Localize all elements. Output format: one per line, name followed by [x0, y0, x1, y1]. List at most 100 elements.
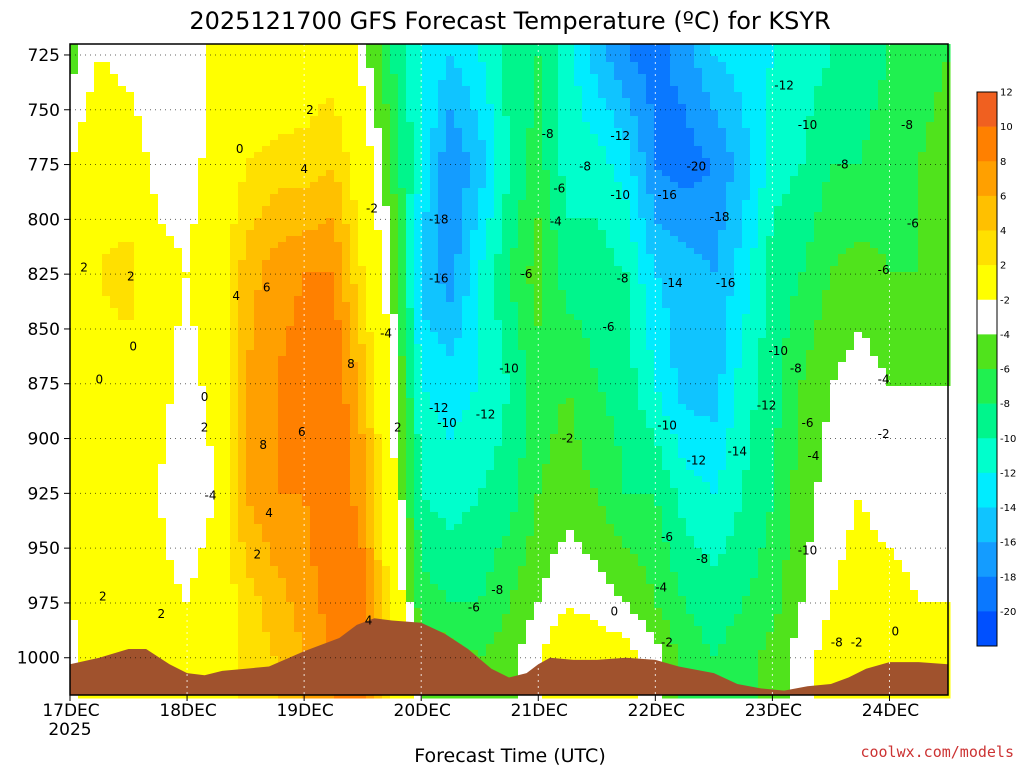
contour-label: -8	[617, 272, 629, 286]
contour-label: -4	[204, 489, 216, 503]
plot-frame	[69, 43, 949, 696]
contour-label: 0	[236, 142, 244, 156]
x-axis: 17DEC 18DEC 19DEC 20DEC 21DEC 22DEC 23DEC 24DEC…	[42, 695, 919, 740]
colorbar-label: 2	[1000, 261, 1006, 272]
y-tick-label: 925	[28, 484, 60, 504]
contour-label: 2	[80, 261, 88, 275]
contour-label: -10	[798, 118, 818, 132]
colorbar-swatch	[977, 472, 997, 508]
contour-label: -8	[790, 361, 802, 375]
colorbar-label: -20	[1000, 607, 1016, 618]
colorbar-swatch	[977, 576, 997, 612]
contour-label: -8	[837, 158, 849, 172]
x-year-label: 2025	[48, 720, 91, 740]
y-tick-label: 775	[28, 156, 60, 176]
contour-label: -8	[901, 118, 913, 132]
contour-label: -12	[687, 453, 707, 467]
x-tick-label: 21DEC	[511, 701, 568, 721]
colorbar-swatch	[977, 542, 997, 578]
contour-label: -12	[757, 399, 777, 413]
colorbar-frame	[976, 91, 998, 647]
contour-label: 0	[611, 605, 619, 619]
colorbar-swatch	[977, 438, 997, 474]
colorbar-label: -14	[1000, 503, 1016, 514]
colorbar-swatch	[977, 230, 997, 266]
colorbar-label: -6	[1000, 365, 1010, 376]
colorbar-swatch	[977, 334, 997, 370]
y-tick-label: 875	[28, 375, 60, 395]
y-tick-label: 800	[28, 210, 60, 230]
colorbar-swatch	[977, 369, 997, 404]
contour-label: -6	[802, 416, 814, 430]
temperature-field	[70, 44, 951, 699]
contour-label: -12	[610, 129, 630, 143]
colorbar-swatch	[977, 195, 997, 231]
colorbar-label: -10	[1000, 434, 1016, 445]
plot-area: 220002-42202446886424-2-42-18-16-12-10-1…	[69, 43, 951, 699]
contour-label: 4	[265, 506, 273, 520]
contour-label: -8	[696, 552, 708, 566]
terrain-surface	[70, 618, 948, 695]
contour-label: 2	[253, 548, 261, 562]
y-tick-label: 850	[28, 320, 60, 340]
contour-label: -16	[657, 188, 677, 202]
colorbar-swatch	[977, 403, 997, 439]
colorbar-swatch	[977, 507, 997, 543]
contour-label: -10	[610, 188, 630, 202]
contour-label: -10	[499, 361, 519, 375]
colorbar-label: -8	[1000, 399, 1010, 410]
colorbar-label: 12	[1000, 88, 1013, 99]
x-tick-label: 17DEC	[42, 701, 99, 721]
contour-label: 2	[201, 421, 209, 435]
colorbar-swatch	[977, 126, 997, 162]
contour-label: -8	[491, 583, 503, 597]
y-tick-label: 950	[28, 539, 60, 559]
y-tick-label: 900	[28, 430, 60, 450]
contour-label: 6	[263, 280, 271, 294]
contour-label: -10	[768, 344, 788, 358]
colorbar-swatch	[977, 161, 997, 197]
contour-label: 8	[259, 438, 267, 452]
contour-label: -6	[468, 600, 480, 614]
chart-title: 2025121700 GFS Forecast Temperature (ºC)…	[189, 7, 830, 35]
contour-label: -2	[878, 427, 890, 441]
x-tick-label: 24DEC	[862, 701, 919, 721]
contour-label: 2	[99, 589, 107, 603]
contour-label: 8	[347, 357, 355, 371]
colorbar-label: -4	[1000, 330, 1010, 341]
contour-label: -12	[476, 407, 496, 421]
y-tick-label: 825	[28, 265, 60, 285]
contour-label: -4	[380, 326, 392, 340]
contour-label: -6	[661, 530, 673, 544]
contour-label: -16	[716, 276, 736, 290]
y-tick-label: 1000	[17, 649, 60, 669]
x-tick-label: 20DEC	[394, 701, 451, 721]
colorbar-label: -16	[1000, 538, 1016, 549]
colorbar: -20 -18 -16 -14 -12 -10 -8 -6 -4 -2 2 4 6 8 10 12	[976, 88, 1016, 647]
contour-label: -16	[429, 272, 449, 286]
contour-label: -4	[655, 581, 667, 595]
contour-label: -18	[710, 210, 730, 224]
contour-label: 0	[201, 390, 209, 404]
contour-label: 6	[298, 425, 306, 439]
contour-label: 0	[129, 339, 137, 353]
colorbar-label: 10	[1000, 122, 1013, 133]
contour-label: -18	[429, 212, 449, 226]
colorbar-swatch	[977, 265, 997, 301]
contour-label: 4	[232, 289, 240, 303]
contour-label: -8	[579, 160, 591, 174]
contour-label: -4	[807, 449, 819, 463]
contour-label: 2	[127, 269, 135, 283]
contour-label: -8	[831, 635, 843, 649]
colorbar-label: 8	[1000, 157, 1006, 168]
credit-text: coolwx.com/models	[860, 743, 1014, 761]
contour-label: -10	[437, 416, 457, 430]
contour-label: -6	[907, 217, 919, 231]
contour-label: 4	[300, 162, 308, 176]
contour-label: -14	[727, 445, 747, 459]
contour-label: -8	[542, 127, 554, 141]
colorbar-label: -2	[1000, 295, 1010, 306]
contour-label: 2	[306, 103, 314, 117]
contour-label: -2	[851, 635, 863, 649]
